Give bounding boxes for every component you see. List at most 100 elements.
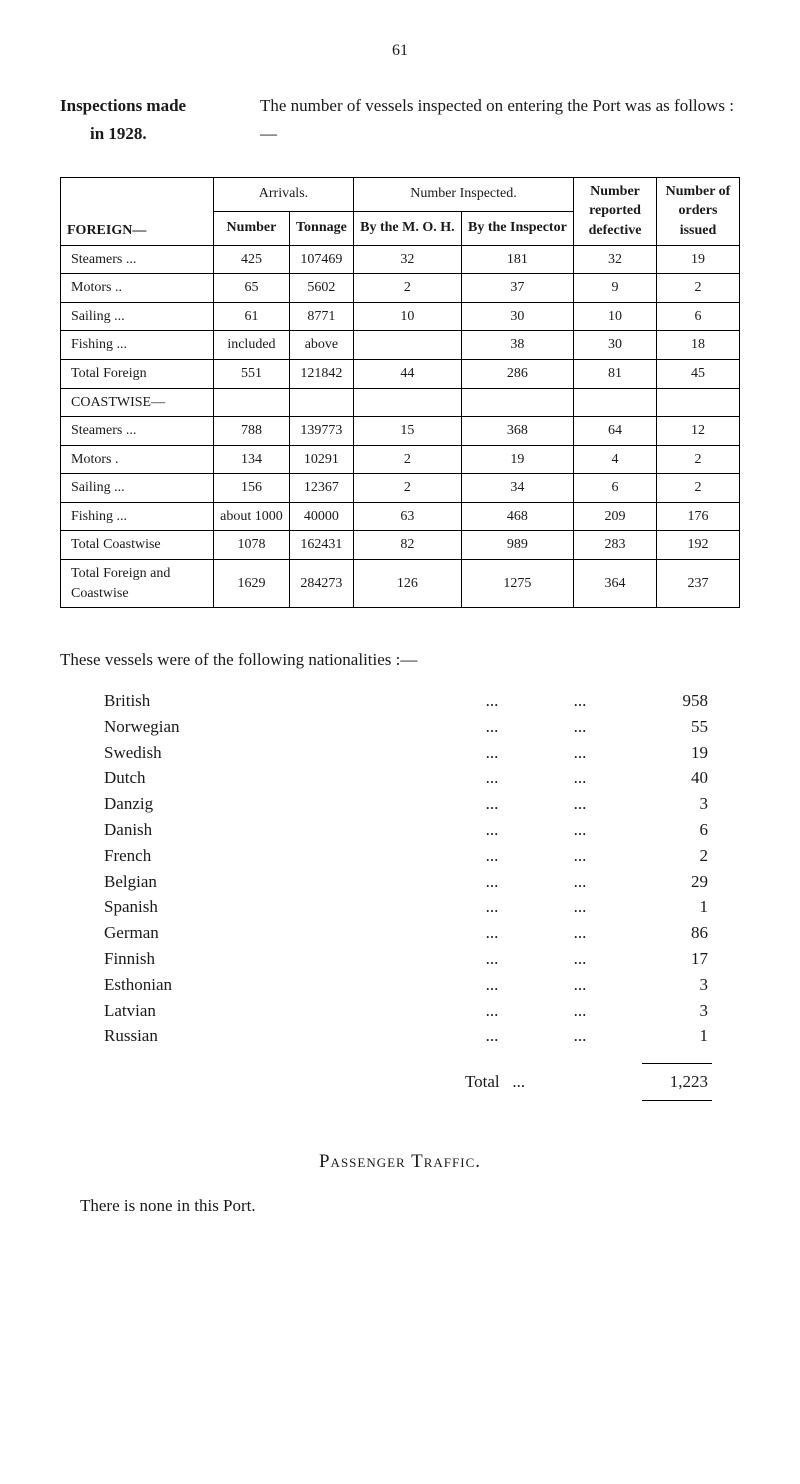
table-cell: 10	[574, 302, 657, 331]
table-cell: 162431	[289, 531, 353, 560]
intro-label: Inspections made in 1928.	[60, 92, 260, 146]
table-cell: 61	[214, 302, 290, 331]
nat-dots: ...	[536, 791, 624, 817]
table-cell: 989	[461, 531, 573, 560]
table-cell: 134	[214, 445, 290, 474]
table-cell: 32	[574, 245, 657, 274]
table-cell: 2	[353, 445, 461, 474]
nat-dots: ...	[536, 765, 624, 791]
th-number: Number	[214, 211, 290, 245]
nat-row: Dutch......40	[100, 765, 712, 791]
nat-row: Spanish......1	[100, 894, 712, 920]
nat-dots: ...	[448, 817, 536, 843]
table-row: Steamers ...788139773153686412	[61, 417, 740, 446]
th-inspected: Number Inspected.	[353, 177, 573, 211]
nat-count: 1	[624, 894, 712, 920]
table-cell: 368	[461, 417, 573, 446]
nat-row: French......2	[100, 843, 712, 869]
table-cell: Total Coastwise	[61, 531, 214, 560]
nat-name: Esthonian	[100, 972, 448, 998]
nat-row: Finnish......17	[100, 946, 712, 972]
nat-divider-top	[642, 1063, 712, 1064]
table-row: Steamers ...425107469321813219	[61, 245, 740, 274]
table-cell: 139773	[289, 417, 353, 446]
table-cell: 176	[657, 502, 740, 531]
nat-count: 958	[624, 688, 712, 714]
intro-label-line2: in 1928.	[60, 124, 147, 143]
nationalities-intro: These vessels were of the following nati…	[60, 648, 740, 672]
nat-dots: ...	[536, 740, 624, 766]
table-cell: 44	[353, 359, 461, 388]
table-row: Motors ..65560223792	[61, 274, 740, 303]
table-cell: 1078	[214, 531, 290, 560]
table-cell: 209	[574, 502, 657, 531]
nat-name: French	[100, 843, 448, 869]
table-cell: 10	[353, 302, 461, 331]
table-cell: included	[214, 331, 290, 360]
nat-dots: ...	[536, 946, 624, 972]
nat-divider-bottom	[642, 1100, 712, 1101]
table-cell: 2	[657, 445, 740, 474]
nat-count: 55	[624, 714, 712, 740]
table-cell: 63	[353, 502, 461, 531]
table-cell: Steamers ...	[61, 417, 214, 446]
nat-dots: ...	[448, 714, 536, 740]
table-cell: 30	[461, 302, 573, 331]
table-cell: 2	[353, 274, 461, 303]
table-cell: 126	[353, 560, 461, 608]
table-cell: 82	[353, 531, 461, 560]
nat-dots: ...	[448, 688, 536, 714]
table-cell	[214, 388, 290, 417]
nationalities-total: Total ... 1,223	[100, 1068, 712, 1096]
nat-row: British......958	[100, 688, 712, 714]
table-cell: 34	[461, 474, 573, 503]
table-cell	[461, 388, 573, 417]
table-cell: 64	[574, 417, 657, 446]
table-cell: 30	[574, 331, 657, 360]
nat-count: 17	[624, 946, 712, 972]
table-cell: 181	[461, 245, 573, 274]
nat-dots: ...	[536, 714, 624, 740]
nat-dots: ...	[536, 998, 624, 1024]
table-cell: 4	[574, 445, 657, 474]
nat-row: Norwegian......55	[100, 714, 712, 740]
table-cell: Total Foreign and Coastwise	[61, 560, 214, 608]
table-cell: 6	[574, 474, 657, 503]
nat-dots: ...	[448, 791, 536, 817]
nat-name: British	[100, 688, 448, 714]
intro-block: Inspections made in 1928. The number of …	[60, 92, 740, 146]
nat-row: Esthonian......3	[100, 972, 712, 998]
table-section-label: COASTWISE—	[61, 388, 214, 417]
nat-count: 3	[624, 791, 712, 817]
nat-dots: ...	[448, 843, 536, 869]
nat-total-value: 1,223	[666, 1068, 712, 1096]
table-cell: 788	[214, 417, 290, 446]
table-cell: 425	[214, 245, 290, 274]
table-cell: Motors ..	[61, 274, 214, 303]
table-cell: 19	[657, 245, 740, 274]
table-cell: 283	[574, 531, 657, 560]
intro-label-line1: Inspections made	[60, 96, 186, 115]
th-by-insp: By the Inspector	[461, 211, 573, 245]
nat-dots: ...	[448, 998, 536, 1024]
inspections-table: FOREIGN— Arrivals. Number Inspected. Num…	[60, 177, 740, 609]
table-cell: 12	[657, 417, 740, 446]
nat-row: Russian......1	[100, 1023, 712, 1049]
nat-dots: ...	[448, 920, 536, 946]
table-cell: 19	[461, 445, 573, 474]
passenger-text: There is none in this Port.	[80, 1194, 740, 1218]
nat-count: 6	[624, 817, 712, 843]
nat-dots: ...	[448, 894, 536, 920]
nat-total-label: Total ...	[324, 1068, 665, 1096]
nat-count: 86	[624, 920, 712, 946]
nat-dots: ...	[536, 688, 624, 714]
nat-count: 1	[624, 1023, 712, 1049]
table-cell: 2	[657, 474, 740, 503]
table-cell: 551	[214, 359, 290, 388]
nat-name: Finnish	[100, 946, 448, 972]
table-cell: 81	[574, 359, 657, 388]
nat-row: Latvian......3	[100, 998, 712, 1024]
nat-name: Dutch	[100, 765, 448, 791]
th-arrivals: Arrivals.	[214, 177, 354, 211]
nat-dots: ...	[448, 946, 536, 972]
